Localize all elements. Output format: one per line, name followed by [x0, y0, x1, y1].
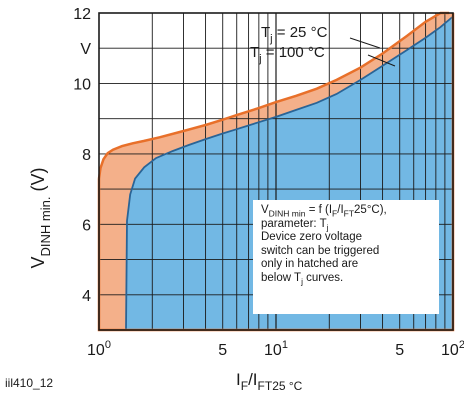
annotation-line-1: VDINH min = f (IF/IFT25°C),	[261, 204, 387, 219]
annotation-line-5: only in hatched are	[261, 258, 359, 271]
x-axis-label: IF/IFT25 °C	[236, 370, 303, 393]
y-tick-label: 4	[82, 288, 91, 305]
legend-leader-25	[349, 37, 381, 49]
annotation-line-2: parameter: Tj	[261, 217, 329, 232]
legend-item-tj100: Tj = 100 °C	[250, 44, 325, 65]
y-tick-label: 12	[73, 6, 91, 23]
y-tick-label: 10	[73, 76, 91, 93]
x-tick-label: 101	[264, 339, 288, 359]
x-tick-label: 100	[87, 339, 111, 359]
annotation-line-3: Device zero voltage	[261, 231, 362, 244]
x-tick-labels: 100 5 101 5 102	[87, 339, 464, 359]
y-tick-label: 8	[82, 147, 91, 164]
series-line-tj100	[125, 15, 454, 331]
legend-item-tj25: Tj = 25 °C	[261, 24, 328, 45]
y-axis-label: VDINH min. (V)	[28, 168, 53, 269]
annotation-box: VDINH min = f (IF/IFT25°C), parameter: T…	[253, 200, 439, 314]
legend: Tj = 25 °C Tj = 100 °C	[250, 24, 396, 67]
x-tick-label: 5	[218, 342, 227, 359]
y-tick-label: V	[80, 41, 91, 58]
x-tick-label: 5	[395, 342, 404, 359]
figure-id: iil410_12	[5, 376, 53, 390]
plot-frame	[98, 12, 454, 331]
annotation-line-6: below Tj curves.	[261, 271, 344, 287]
legend-leader-100	[367, 54, 396, 67]
annotation-line-4: switch can be triggered	[261, 244, 380, 257]
x-tick-label: 102	[441, 339, 464, 359]
series-line-tj25	[97, 11, 450, 179]
y-tick-label: 6	[82, 217, 91, 234]
y-tick-labels: 4 6 8 10 12 V	[73, 6, 91, 305]
